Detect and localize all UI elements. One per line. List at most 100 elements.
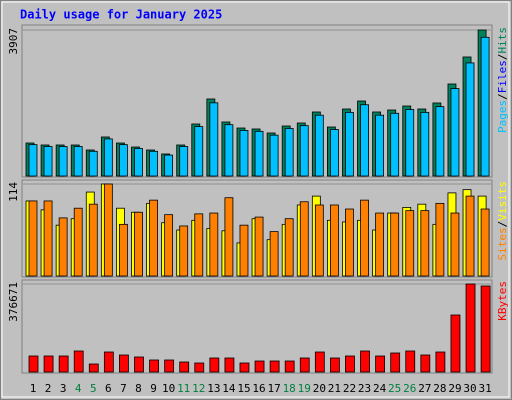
- bar: [345, 355, 355, 373]
- x-tick-label: 25: [388, 382, 401, 395]
- bar: [58, 146, 68, 177]
- x-tick-label: 9: [150, 382, 157, 395]
- x-tick-label: 7: [120, 382, 127, 395]
- x-tick-label: 1: [30, 382, 37, 395]
- bar: [43, 146, 53, 177]
- bar: [390, 212, 400, 277]
- bar: [224, 197, 234, 277]
- x-tick-label: 22: [343, 382, 356, 395]
- bar: [179, 225, 189, 277]
- bar: [269, 134, 279, 177]
- x-tick-label: 28: [433, 382, 446, 395]
- x-tick-label: 26: [403, 382, 416, 395]
- bar: [405, 350, 416, 373]
- x-tick-label: 27: [418, 382, 431, 395]
- y-tick-label: 114: [7, 182, 20, 202]
- bar: [375, 355, 386, 373]
- x-tick-label: 29: [448, 382, 461, 395]
- bar: [88, 203, 98, 277]
- x-tick-label: 10: [162, 382, 175, 395]
- legend-entry: Pages: [496, 100, 509, 133]
- x-tick-label: 13: [207, 382, 220, 395]
- x-tick-label: 19: [298, 382, 311, 395]
- bar: [149, 150, 158, 177]
- bar: [28, 144, 38, 177]
- bar: [465, 62, 475, 177]
- bar: [314, 204, 324, 277]
- bar: [58, 355, 69, 373]
- bar: [254, 216, 264, 277]
- bar: [119, 144, 128, 177]
- x-tick-label: 16: [252, 382, 265, 395]
- bar: [254, 360, 265, 373]
- bar: [43, 200, 53, 277]
- bar: [73, 146, 83, 177]
- legend: KBytes: [496, 281, 509, 321]
- bar: [179, 361, 190, 373]
- bar: [284, 128, 294, 177]
- bar: [43, 355, 54, 373]
- bar: [239, 130, 249, 177]
- bar: [164, 214, 174, 277]
- x-tick-label: 30: [463, 382, 476, 395]
- bar: [480, 208, 490, 277]
- legend-entry: Visits: [496, 181, 509, 221]
- bar: [239, 362, 250, 373]
- bar: [435, 202, 445, 277]
- bar: [209, 102, 219, 177]
- bar: [435, 106, 445, 177]
- x-tick-label: 5: [90, 382, 97, 395]
- bar: [329, 204, 339, 277]
- bar: [345, 111, 354, 177]
- legend-entry: KBytes: [496, 281, 509, 321]
- bar: [88, 363, 99, 373]
- bar: [405, 109, 415, 177]
- x-tick-label: 31: [478, 382, 491, 395]
- legend-entry: Sites: [496, 227, 509, 260]
- bar: [194, 362, 205, 373]
- legend-separator: /: [496, 93, 509, 100]
- bar: [405, 210, 415, 277]
- bar: [329, 357, 340, 373]
- bar: [390, 352, 401, 373]
- bar: [314, 114, 324, 177]
- x-tick-label: 4: [75, 382, 82, 395]
- bar: [254, 130, 264, 177]
- bar: [239, 224, 249, 277]
- y-tick-label: 376671: [7, 282, 20, 322]
- x-tick-label: 23: [358, 382, 371, 395]
- x-tick-label: 24: [373, 382, 387, 395]
- legend: Pages/Files/Hits: [496, 27, 509, 133]
- bar: [209, 357, 220, 373]
- panel: [21, 279, 493, 374]
- bar: [420, 354, 431, 373]
- bar: [420, 210, 430, 277]
- bar: [465, 283, 476, 373]
- bar: [465, 195, 475, 277]
- bar: [420, 111, 430, 177]
- x-tick-label: 6: [105, 382, 112, 395]
- bar: [269, 360, 280, 373]
- bar: [119, 354, 129, 373]
- bar: [450, 314, 461, 373]
- bar: [224, 124, 234, 177]
- x-tick-label: 11: [177, 382, 190, 395]
- bar: [209, 212, 219, 277]
- bar: [360, 199, 369, 277]
- bar: [329, 129, 339, 177]
- x-tick-label: 2: [45, 382, 52, 395]
- legend-separator: /: [496, 221, 509, 228]
- x-tick-label: 18: [283, 382, 296, 395]
- bar: [194, 213, 204, 277]
- bar: [164, 154, 174, 177]
- bar: [450, 212, 460, 277]
- bar: [435, 351, 446, 373]
- bar: [375, 114, 385, 177]
- bar: [299, 201, 309, 277]
- bar: [269, 231, 279, 277]
- bar: [450, 88, 460, 177]
- legend-entry: Files: [496, 60, 509, 93]
